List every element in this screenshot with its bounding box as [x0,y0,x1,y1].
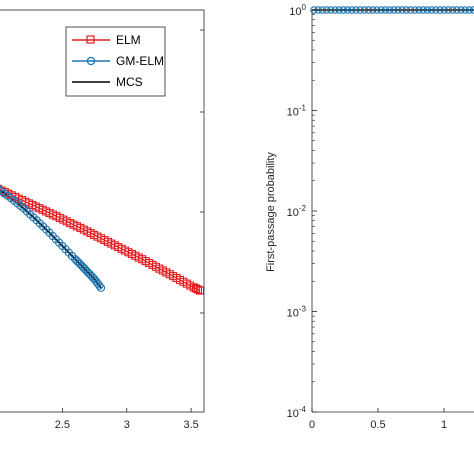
left-plot-frame [0,9,205,413]
right-y-tick-label: 10-2 [287,204,307,219]
right-y-tick-label: 10-3 [287,305,307,320]
left-chart-series [0,184,205,295]
data-point-gm-elm [0,185,3,193]
legend-entry-gm-elm: GM-ELM [72,54,164,68]
left-x-tick-label: 3 [124,419,130,431]
right-y-tick-base: 10 [287,308,299,320]
right-y-tick-base: 10 [287,408,299,420]
right-y-tick-exponent: 0 [302,3,307,12]
right-y-tick-base: 10 [289,6,301,18]
right-y-axis-label: First-passage probability [265,152,277,272]
left-chart-ticks: 2.5 3 3.5 [55,29,204,431]
legend-label-elm: ELM [116,33,141,47]
right-y-tick-exponent: -3 [299,305,307,314]
legend-entry-mcs: MCS [72,75,143,89]
legend-label-mcs: MCS [116,75,143,89]
right-x-tick-label: 0.5 [370,419,385,431]
left-chart-panel: 2.5 3 3.5 ELM GM-ELM MCS [0,9,205,431]
right-y-tick-label: 10-1 [287,104,307,119]
right-y-tick-base: 10 [287,207,299,219]
right-y-tick-exponent: -1 [299,104,307,113]
left-x-tick-label: 3.5 [183,419,198,431]
right-y-tick-label: 10-4 [287,405,307,420]
legend: ELM GM-ELM MCS [65,26,166,97]
right-y-tick-exponent: -2 [299,204,307,213]
data-point-gm-elm [96,283,106,292]
legend-entry-elm: ELM [72,33,141,47]
left-x-tick-label: 2.5 [55,419,70,431]
right-x-tick-label: 0 [309,419,315,431]
right-y-tick-label: 100 [289,3,306,18]
right-x-tick-label: 1 [441,419,447,431]
legend-label-gm-elm: GM-ELM [116,54,164,68]
data-point-gm-elm [95,281,104,290]
right-y-tick-exponent: -4 [299,405,307,414]
right-y-tick-base: 10 [287,107,299,119]
data-point-elm [193,285,203,294]
data-point-elm [191,284,200,293]
